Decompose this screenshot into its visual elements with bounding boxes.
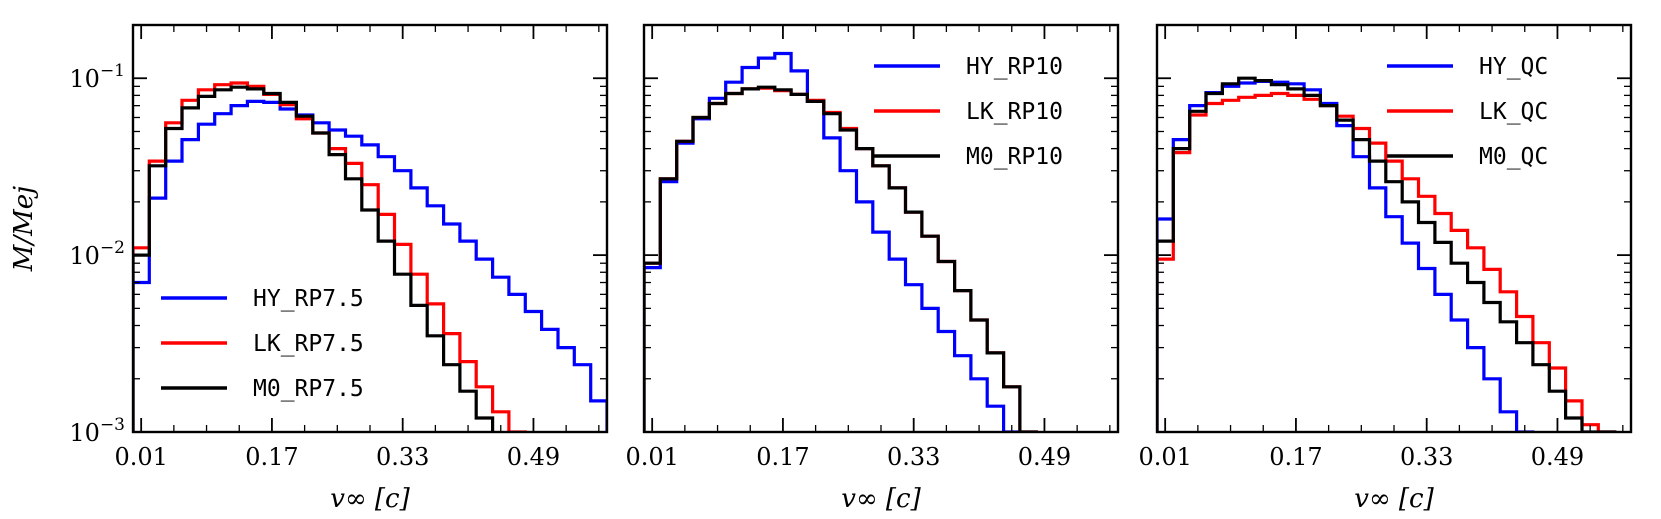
legend-label: LK_RP7.5 [253,331,364,357]
y-tick-label: 10−2 [69,238,125,270]
y-tick-exponent: −3 [100,415,125,435]
series-m0-rp10 [644,85,1038,432]
legend: HY_RP7.5 LK_RP7.5 M0_RP7.5 [161,286,364,402]
y-tick-label: 10−1 [69,61,125,93]
legend: HY_QC LK_QC M0_QC [1387,54,1548,170]
x-tick-label: 0.01 [114,443,167,471]
x-axis-label: v∞ [c] [841,484,921,514]
series-group [1157,76,1617,432]
x-axis-label: v∞ [c] [330,484,410,514]
x-tick-label: 0.49 [1018,443,1071,471]
x-tick-label: 0.17 [245,443,298,471]
x-tick-label: 0.01 [625,443,678,471]
legend-label: M0_RP10 [966,144,1063,170]
y-tick-exponent: −1 [100,61,125,81]
panel-2: 0.01 0.17 0.33 0.49 v∞ [c] HY_RP10 LK_RP10 M0_R… [625,23,1120,514]
legend-label: M0_QC [1479,144,1548,170]
series-group [133,81,607,432]
x-tick-label: 0.17 [1269,443,1322,471]
plot-frame [642,23,1120,434]
legend-label: HY_RP10 [966,54,1063,80]
x-tick-label: 0.17 [756,443,809,471]
legend-label: M0_RP7.5 [253,376,364,402]
legend-label: HY_QC [1479,54,1548,80]
y-tick-exponent: −2 [100,238,125,258]
series-hy-qc [1157,79,1535,432]
legend-label: LK_QC [1479,99,1548,125]
plot-frame [131,23,609,434]
legend: HY_RP10 LK_RP10 M0_RP10 [874,54,1063,170]
series-group [644,51,1038,432]
x-tick-label: 0.33 [376,443,429,471]
x-tick-label: 0.33 [887,443,940,471]
panel-3: 0.01 0.17 0.33 0.49 v∞ [c] HY_QC LK_QC M0_QC [1138,23,1633,514]
series-m0-rp7-5 [133,85,495,432]
series-hy-rp7-5 [133,99,607,432]
series-m0-qc [1157,76,1617,432]
series-lk-qc [1157,91,1617,432]
x-tick-label: 0.01 [1138,443,1191,471]
y-tick-base: 10 [69,65,100,93]
x-axis-label: v∞ [c] [1354,484,1434,514]
legend-label: LK_RP10 [966,99,1063,125]
y-tick-base: 10 [69,242,100,270]
y-axis-label: M/Mej [9,186,39,272]
x-tick-label: 0.33 [1400,443,1453,471]
x-tick-label: 0.49 [1531,443,1584,471]
y-tick-base: 10 [69,419,100,447]
y-tick-label: 10−3 [69,415,125,447]
legend-label: HY_RP7.5 [253,286,364,312]
x-tick-label: 0.49 [507,443,560,471]
